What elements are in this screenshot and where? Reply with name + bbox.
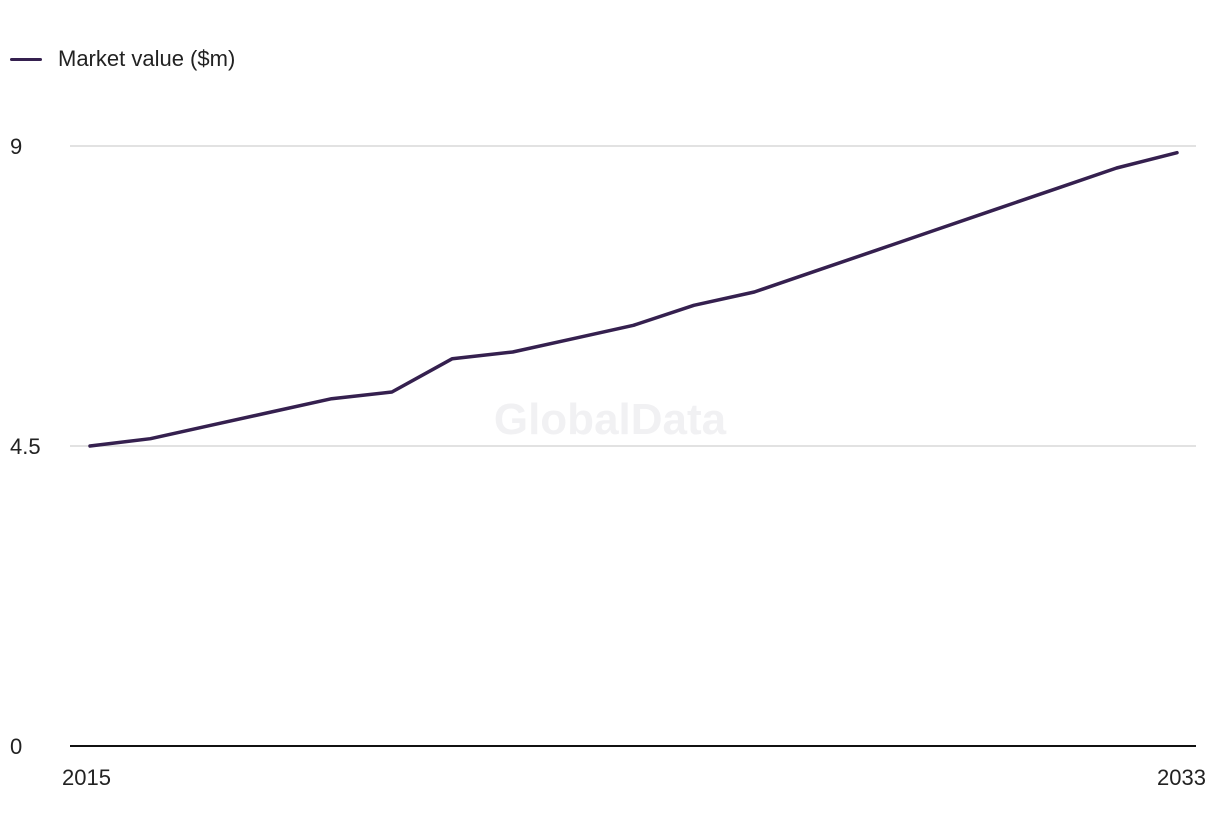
legend-swatch: [10, 57, 42, 61]
series-layer: [88, 150, 1179, 448]
y-tick-label: 9: [10, 134, 22, 159]
y-tick-label: 0: [10, 734, 22, 759]
grid-layer: [70, 145, 1196, 747]
watermark: GlobalData: [494, 395, 727, 444]
legend-label: Market value ($m): [58, 46, 236, 71]
x-tick-label: 2033: [1157, 765, 1206, 790]
x-tick-label: 2015: [62, 765, 111, 790]
y-tick-label: 4.5: [10, 434, 41, 459]
legend: Market value ($m): [10, 46, 235, 72]
tick-layer: 0 4.5 9 2015 2033: [10, 134, 1206, 790]
